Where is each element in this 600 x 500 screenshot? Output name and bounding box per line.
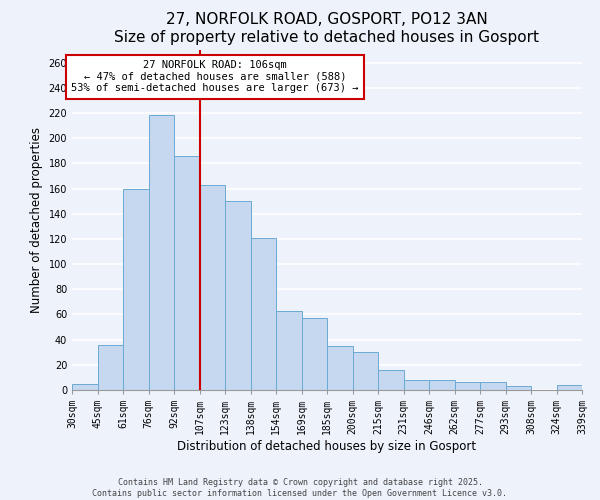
Title: 27, NORFOLK ROAD, GOSPORT, PO12 3AN
Size of property relative to detached houses: 27, NORFOLK ROAD, GOSPORT, PO12 3AN Size… xyxy=(115,12,539,44)
Bar xyxy=(302,318,327,390)
Bar xyxy=(251,238,276,390)
Bar xyxy=(455,382,480,390)
Bar xyxy=(225,201,251,390)
Bar xyxy=(557,385,582,390)
Bar xyxy=(327,346,353,390)
Bar xyxy=(505,386,531,390)
Bar xyxy=(199,184,225,390)
Bar xyxy=(480,382,505,390)
Y-axis label: Number of detached properties: Number of detached properties xyxy=(30,127,43,313)
Bar xyxy=(123,188,149,390)
Bar xyxy=(97,344,123,390)
Bar xyxy=(378,370,404,390)
Bar xyxy=(72,384,97,390)
Bar xyxy=(404,380,429,390)
X-axis label: Distribution of detached houses by size in Gosport: Distribution of detached houses by size … xyxy=(178,440,476,453)
Bar xyxy=(353,352,378,390)
Bar xyxy=(149,116,174,390)
Text: 27 NORFOLK ROAD: 106sqm
← 47% of detached houses are smaller (588)
53% of semi-d: 27 NORFOLK ROAD: 106sqm ← 47% of detache… xyxy=(71,60,359,94)
Bar xyxy=(429,380,455,390)
Bar xyxy=(276,310,302,390)
Bar xyxy=(174,156,199,390)
Text: Contains HM Land Registry data © Crown copyright and database right 2025.
Contai: Contains HM Land Registry data © Crown c… xyxy=(92,478,508,498)
